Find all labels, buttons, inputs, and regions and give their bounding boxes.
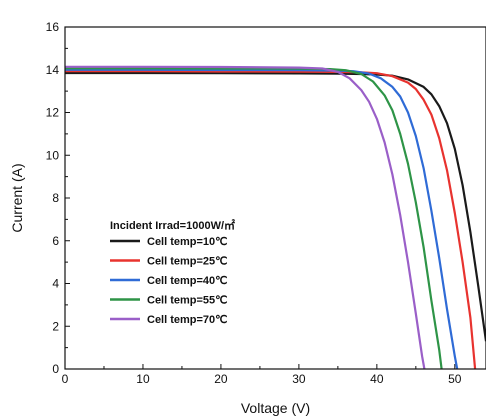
series-line-1: [65, 71, 486, 342]
y-tick-label: 16: [46, 20, 60, 34]
legend-title: Incident Irrad=1000W/㎡: [110, 218, 235, 232]
legend-label-5: Cell temp=70℃: [147, 314, 228, 326]
y-tick-label: 0: [52, 362, 59, 376]
y-tick-label: 12: [46, 106, 60, 120]
legend-label-4: Cell temp=55℃: [147, 295, 228, 307]
y-tick-label: 4: [52, 277, 59, 291]
x-tick-label: 0: [62, 372, 69, 386]
y-tick-label: 8: [52, 191, 59, 205]
series-line-4: [65, 67, 443, 370]
y-tick-label: 10: [46, 148, 60, 162]
y-tick-label: 14: [46, 63, 60, 77]
y-axis-title: Current (A): [9, 163, 25, 232]
x-tick-label: 20: [214, 372, 228, 386]
x-tick-label: 10: [136, 372, 150, 386]
y-tick-label: 2: [52, 319, 59, 333]
x-tick-label: 30: [292, 372, 306, 386]
series-line-3: [65, 68, 459, 370]
plot-frame: [64, 26, 486, 370]
x-tick-label: 50: [448, 372, 462, 386]
series-line-2: [65, 70, 477, 370]
legend: Incident Irrad=1000W/㎡ Cell temp=10℃ Cell…: [110, 218, 235, 326]
y-tick-label: 6: [52, 234, 59, 248]
legend-label-3: Cell temp=40℃: [147, 275, 228, 287]
series-line-5: [65, 65, 426, 370]
legend-label-1: Cell temp=10℃: [147, 236, 228, 248]
axis-tick-labels: 0 10 20 30 40 50 0 2 4 6 8 10 12 14 16: [46, 20, 462, 386]
x-tick-label: 40: [370, 372, 384, 386]
x-axis-title: Voltage (V): [241, 400, 310, 416]
series-lines: [65, 65, 486, 370]
legend-label-2: Cell temp=25℃: [147, 256, 228, 268]
